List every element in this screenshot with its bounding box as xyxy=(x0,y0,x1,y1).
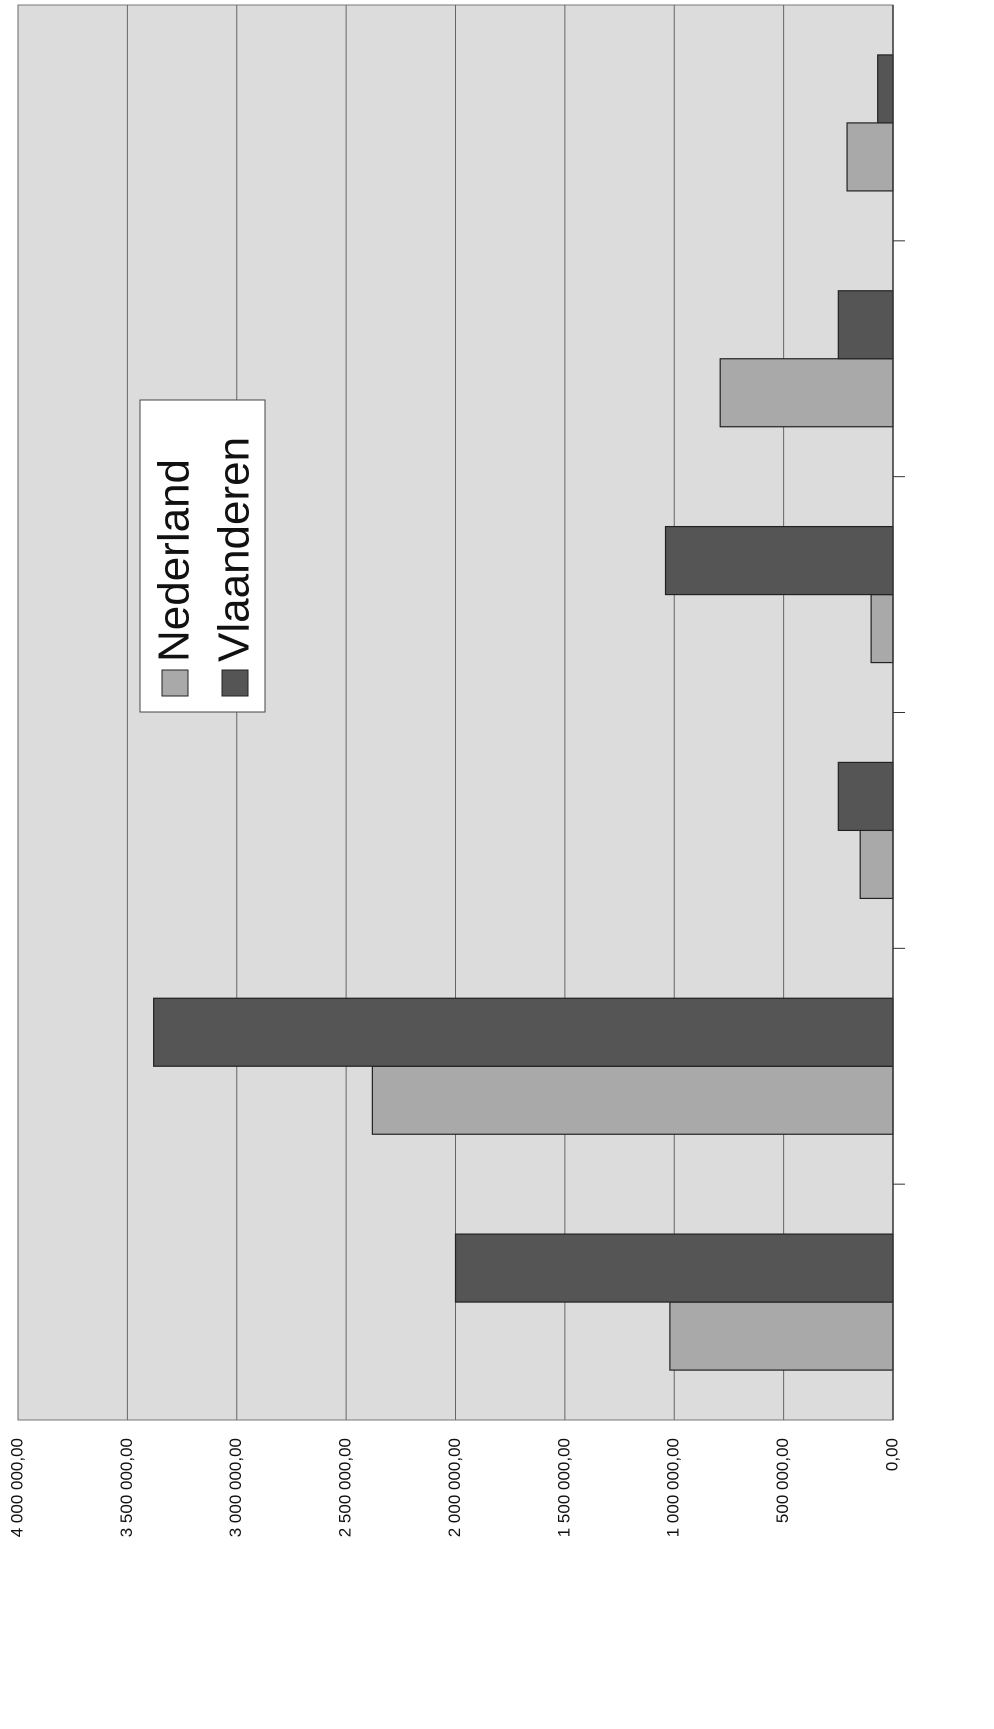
bar xyxy=(454,1233,894,1303)
bar xyxy=(877,54,894,124)
bar xyxy=(371,1065,894,1135)
bar xyxy=(837,290,894,360)
legend: Nederland Vlaanderen xyxy=(139,399,266,713)
bar xyxy=(664,525,894,596)
y-tick-label: 0,00 xyxy=(882,1438,901,1471)
bar xyxy=(837,761,894,832)
legend-label: Vlaanderen xyxy=(210,437,259,662)
category-ticks xyxy=(893,240,905,1185)
y-tick-label: 2 000 000,00 xyxy=(445,1438,464,1537)
y-tick-label: 3 000 000,00 xyxy=(226,1438,245,1537)
y-tick-label: 4 000 000,00 xyxy=(7,1438,26,1537)
bar-layer xyxy=(153,54,894,1371)
bar xyxy=(719,358,894,428)
bar xyxy=(669,1301,894,1371)
bar xyxy=(153,997,894,1067)
y-tick-label: 3 500 000,00 xyxy=(117,1438,136,1537)
legend-box xyxy=(139,399,266,713)
y-tick-label: 2 500 000,00 xyxy=(336,1438,355,1537)
legend-swatch xyxy=(221,669,249,697)
legend-swatch xyxy=(161,669,189,697)
legend-label: Nederland xyxy=(150,459,199,662)
y-tick-label: 1 000 000,00 xyxy=(664,1438,683,1537)
bar xyxy=(846,122,894,192)
y-tick-label: 500 000,00 xyxy=(773,1438,792,1523)
y-tick-label: 1 500 000,00 xyxy=(554,1438,573,1537)
bar xyxy=(870,593,894,664)
bar xyxy=(859,829,894,900)
